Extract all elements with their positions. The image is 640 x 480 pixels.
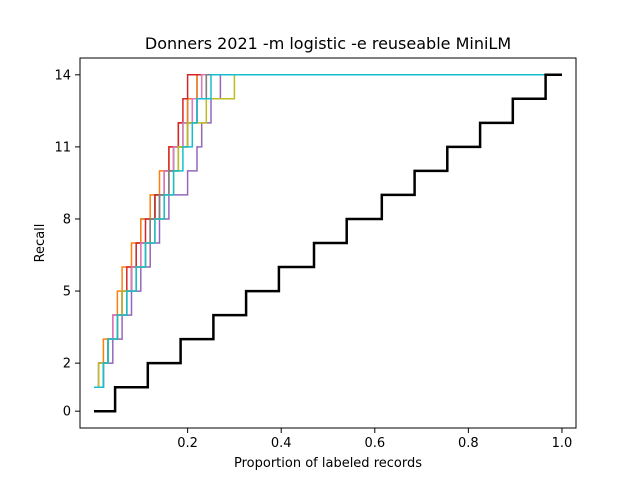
y-tick-label: 2 [63, 357, 71, 372]
y-axis-label: Recall [33, 224, 48, 263]
series-layer [94, 73, 562, 413]
y-tick-label: 5 [63, 285, 71, 300]
y-tick-label: 8 [63, 212, 71, 227]
axes-frame [79, 57, 577, 429]
x-axis-label: Proportion of labeled records [234, 456, 422, 471]
random-baseline-curve [94, 73, 562, 413]
x-tick-label: 0.8 [458, 436, 479, 451]
y-tick-label: 11 [54, 140, 71, 155]
x-tick-label: 0.4 [271, 436, 292, 451]
chart-title: Donners 2021 -m logistic -e reuseable Mi… [145, 34, 511, 53]
y-tick-label: 14 [54, 68, 71, 83]
x-tick-label: 0.2 [177, 436, 198, 451]
x-axis: 0.2 0.4 0.6 0.8 1.0 [177, 428, 572, 451]
y-tick-label: 0 [63, 405, 71, 420]
y-axis: 0 2 5 8 11 14 [54, 68, 80, 420]
x-tick-label: 0.6 [364, 436, 385, 451]
recall-curve-10 [94, 74, 562, 388]
x-tick-label: 1.0 [552, 436, 573, 451]
